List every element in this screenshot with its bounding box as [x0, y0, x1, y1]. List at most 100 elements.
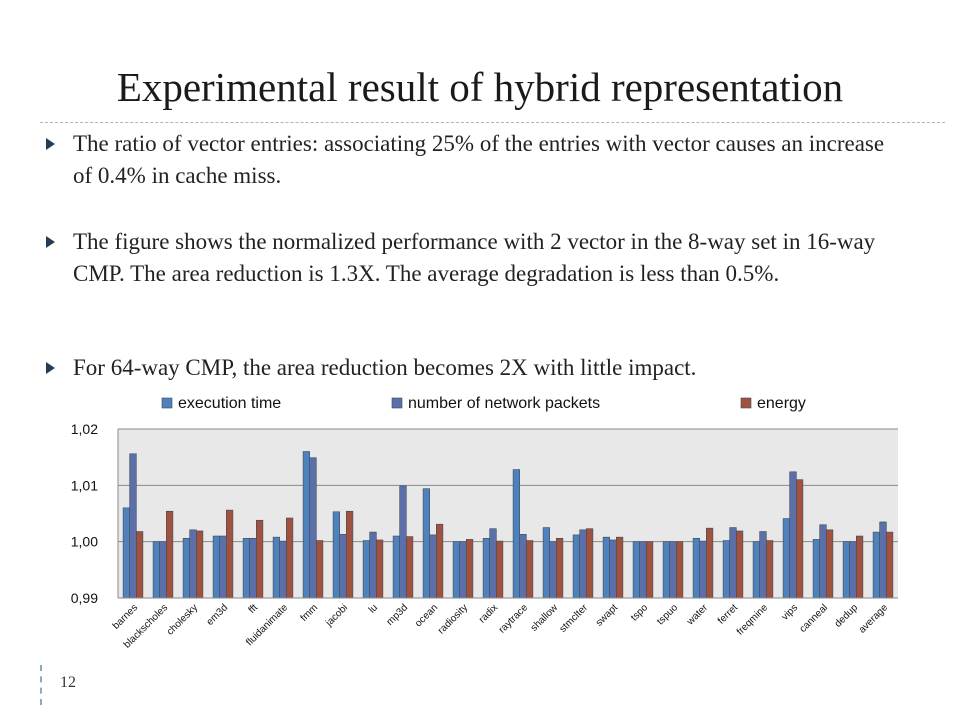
bar	[255, 519, 264, 599]
bar	[662, 541, 670, 599]
bar	[189, 529, 197, 599]
x-tick-label: average	[857, 602, 891, 636]
legend-label: execution time	[178, 395, 281, 412]
y-tick-label: 0,99	[71, 590, 98, 606]
bar	[429, 534, 437, 599]
bar	[122, 507, 130, 599]
bullet-arrow-icon	[46, 236, 55, 248]
y-tick-label: 1,00	[71, 534, 98, 550]
bar	[212, 535, 221, 599]
bar	[542, 527, 550, 599]
legend-swatch	[391, 397, 403, 409]
x-tick-label: swapt	[594, 602, 620, 628]
bar	[129, 453, 137, 599]
bar	[495, 540, 504, 599]
bullet-item: The figure shows the normalized performa…	[46, 226, 896, 290]
bar	[272, 536, 281, 599]
bar	[452, 541, 461, 599]
bar	[219, 535, 227, 599]
bar	[279, 540, 287, 599]
bar	[249, 537, 257, 599]
bar	[602, 536, 610, 599]
bar	[339, 534, 347, 599]
bar	[752, 541, 760, 599]
bar	[849, 541, 857, 599]
x-tick-label: radiosity	[436, 602, 470, 636]
bar	[632, 541, 640, 599]
x-tick-label: water	[684, 602, 710, 628]
bullet-text: The figure shows the normalized performa…	[73, 229, 876, 286]
bullet-arrow-icon	[46, 138, 55, 150]
x-tick-label: lu	[367, 602, 380, 615]
title-divider	[40, 122, 945, 123]
bar	[422, 488, 431, 599]
bullet-item: For 64-way CMP, the area reduction becom…	[46, 352, 896, 384]
bar	[645, 541, 654, 599]
bar	[765, 540, 774, 599]
bar	[722, 540, 730, 599]
bar	[152, 541, 161, 599]
bar	[572, 534, 580, 599]
x-tick-label: fmm	[299, 602, 321, 624]
chart-bars	[122, 451, 894, 599]
bar	[812, 539, 820, 599]
bar	[855, 535, 864, 599]
bar	[182, 537, 191, 599]
x-tick-label: ocean	[413, 602, 440, 629]
bar	[615, 536, 624, 599]
bullet-text: For 64-way CMP, the area reduction becom…	[73, 355, 697, 380]
bar	[345, 510, 354, 599]
x-tick-label: ferret	[716, 602, 740, 626]
bar	[285, 517, 294, 599]
bar	[699, 540, 707, 599]
legend-swatch	[161, 397, 173, 409]
bar	[692, 537, 700, 599]
bar	[136, 531, 144, 599]
bar	[196, 530, 204, 599]
x-tick-label: raytrace	[497, 602, 531, 636]
bar	[392, 535, 401, 599]
bar	[819, 524, 827, 599]
bar	[879, 521, 887, 599]
bar	[729, 527, 737, 599]
bar	[789, 471, 797, 599]
bullet-text: The ratio of vector entries: associating…	[73, 131, 885, 188]
bar	[482, 537, 491, 599]
x-tick-label: radix	[477, 602, 500, 625]
bar	[669, 541, 677, 599]
slide-title: Experimental result of hybrid representa…	[116, 64, 844, 110]
bar	[519, 534, 527, 599]
bar	[369, 531, 377, 599]
x-tick-label: tspuo	[655, 602, 680, 627]
bar	[399, 485, 407, 599]
bar	[362, 540, 371, 599]
x-tick-label: stmclter	[558, 602, 591, 635]
y-tick-label: 1,02	[71, 421, 98, 437]
bar	[885, 531, 894, 599]
bar	[872, 531, 880, 599]
bar	[579, 529, 587, 599]
bar	[302, 451, 311, 599]
bar	[795, 479, 804, 599]
bar	[549, 541, 557, 599]
bar	[332, 511, 341, 599]
bar	[555, 537, 564, 599]
x-tick-label: cholesky	[165, 602, 200, 637]
y-tick-label: 1,01	[71, 477, 98, 493]
bar	[609, 539, 617, 599]
bar	[525, 540, 534, 599]
legend-label: energy	[757, 395, 806, 412]
x-tick-label: canneal	[798, 602, 831, 635]
x-tick-label: barnes	[111, 602, 140, 631]
bar	[735, 530, 744, 599]
bar	[159, 541, 167, 599]
x-tick-label: mp3d	[385, 602, 410, 627]
x-tick-label: freqmine	[735, 602, 771, 638]
plot-area	[118, 429, 898, 598]
x-tick-label: vips	[780, 602, 800, 622]
x-tick-label: tspo	[629, 602, 650, 623]
y-axis: 1,02 1,01 1,00 0,99	[71, 421, 119, 606]
bar	[166, 510, 174, 599]
bar	[405, 536, 414, 599]
